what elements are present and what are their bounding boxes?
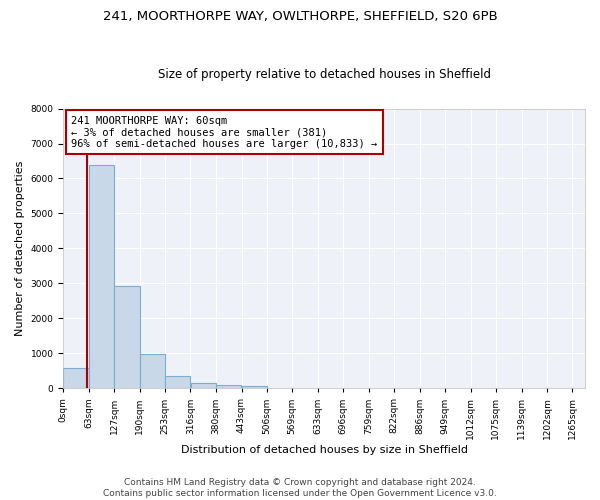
Title: Size of property relative to detached houses in Sheffield: Size of property relative to detached ho… [158, 68, 491, 81]
Bar [115, 286, 140, 388]
Bar [64, 368, 89, 388]
Text: Contains HM Land Registry data © Crown copyright and database right 2024.
Contai: Contains HM Land Registry data © Crown c… [103, 478, 497, 498]
Y-axis label: Number of detached properties: Number of detached properties [15, 160, 25, 336]
Bar [242, 386, 267, 388]
Bar [89, 165, 114, 388]
X-axis label: Distribution of detached houses by size in Sheffield: Distribution of detached houses by size … [181, 445, 467, 455]
Text: 241, MOORTHORPE WAY, OWLTHORPE, SHEFFIELD, S20 6PB: 241, MOORTHORPE WAY, OWLTHORPE, SHEFFIEL… [103, 10, 497, 23]
Bar [191, 382, 215, 388]
Bar [165, 376, 190, 388]
Text: 241 MOORTHORPE WAY: 60sqm
← 3% of detached houses are smaller (381)
96% of semi-: 241 MOORTHORPE WAY: 60sqm ← 3% of detach… [71, 116, 377, 148]
Bar [140, 354, 165, 388]
Bar [216, 385, 241, 388]
